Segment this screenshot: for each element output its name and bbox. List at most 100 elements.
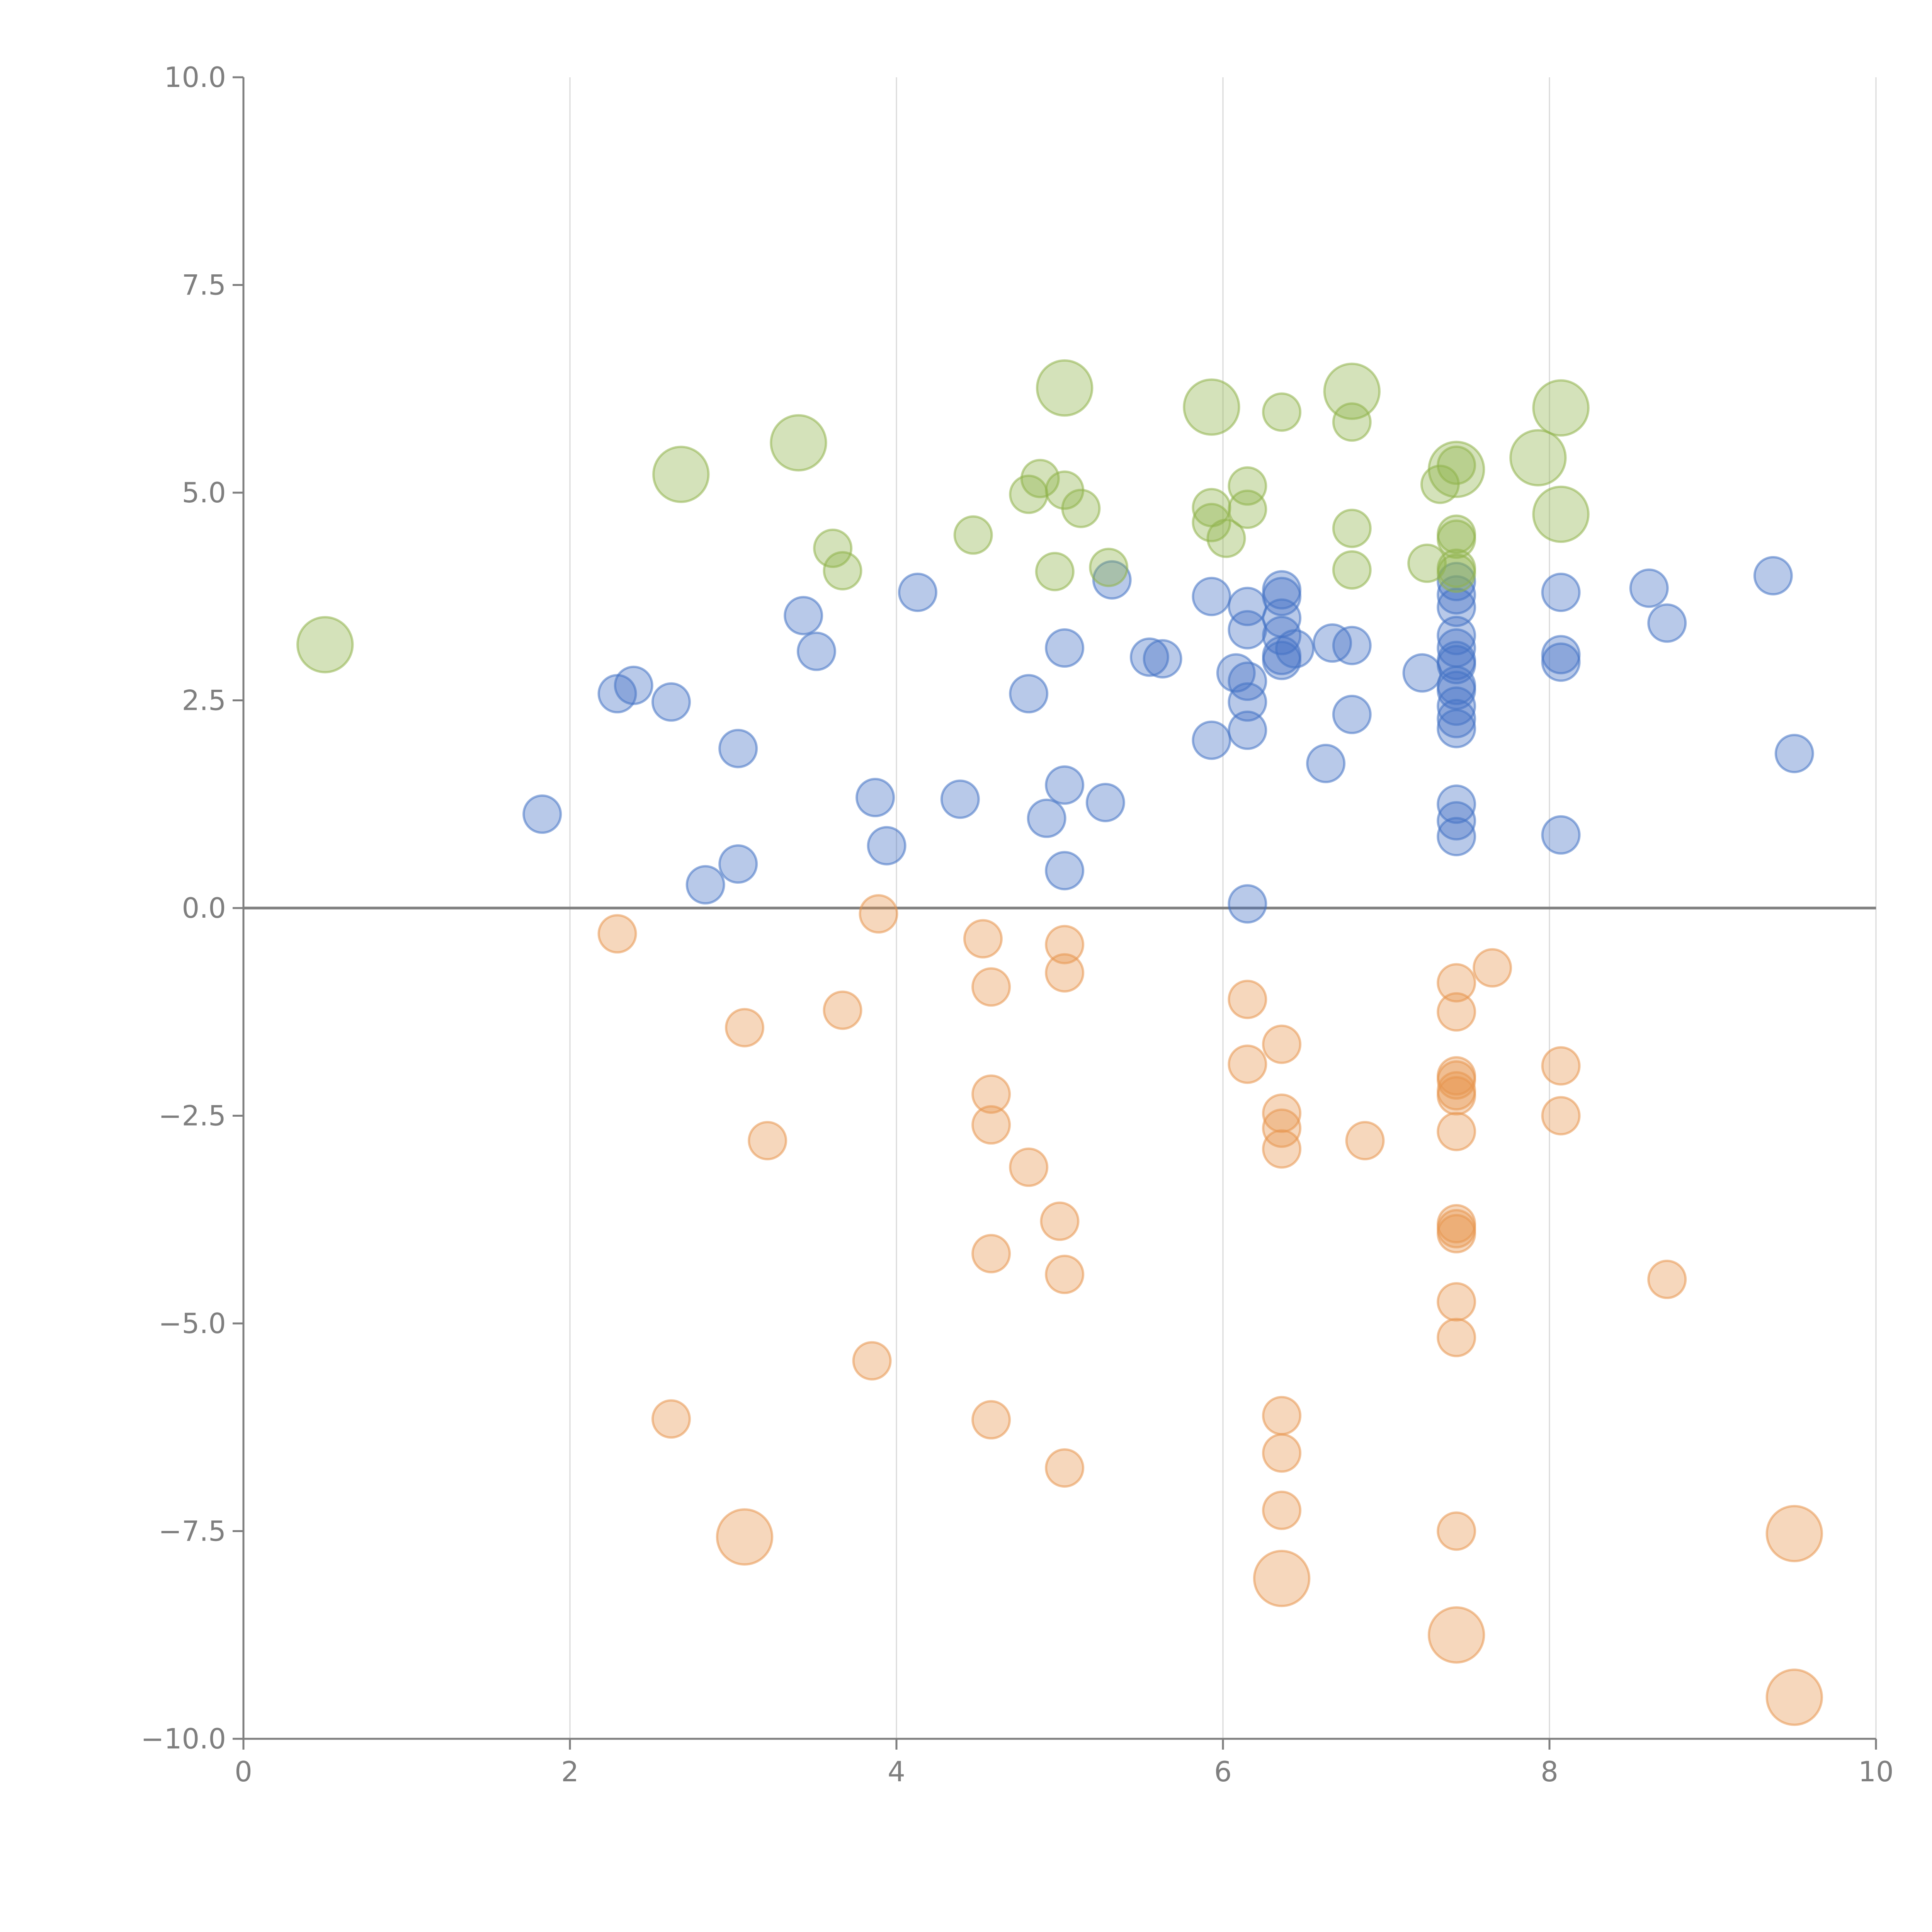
blue-point-54 xyxy=(1437,709,1476,748)
green-point-29 xyxy=(1437,519,1476,559)
blue-point-6 xyxy=(718,844,758,884)
orange-point-27 xyxy=(1262,1433,1302,1473)
orange-point-49 xyxy=(1765,1505,1823,1563)
orange-point-22 xyxy=(1262,1024,1302,1064)
blue-point-18 xyxy=(1085,782,1125,822)
green-point-18 xyxy=(1228,490,1267,529)
green-point-7 xyxy=(1020,459,1060,498)
blue-point-27 xyxy=(1228,662,1267,701)
orange-point-13 xyxy=(971,1400,1011,1440)
green-point-2 xyxy=(770,414,827,472)
y-tick-label: −10.0 xyxy=(141,1723,226,1755)
blue-point-26 xyxy=(1228,610,1267,650)
blue-point-21 xyxy=(1143,639,1182,679)
orange-point-24 xyxy=(1262,1108,1302,1148)
y-tick-label: 2.5 xyxy=(182,684,226,717)
blue-point-11 xyxy=(898,573,937,612)
x-tick-label: 8 xyxy=(1541,1755,1558,1788)
blue-point-10 xyxy=(867,826,906,866)
orange-point-18 xyxy=(1045,1255,1085,1294)
y-tick-label: −2.5 xyxy=(158,1100,226,1132)
blue-point-40 xyxy=(1332,626,1372,665)
blue-point-37 xyxy=(1275,629,1315,669)
green-point-0 xyxy=(296,616,354,673)
orange-point-16 xyxy=(1045,925,1085,964)
green-point-15 xyxy=(1192,503,1231,543)
orange-point-36 xyxy=(1437,1076,1476,1116)
orange-point-47 xyxy=(1541,1096,1581,1136)
orange-point-5 xyxy=(823,990,862,1030)
blue-point-14 xyxy=(1027,798,1066,838)
y-tick-label: −7.5 xyxy=(158,1515,226,1548)
blue-point-7 xyxy=(784,596,823,636)
green-point-33 xyxy=(1532,379,1590,437)
orange-point-40 xyxy=(1437,1214,1476,1253)
blue-point-42 xyxy=(1402,653,1442,693)
x-tick-label: 4 xyxy=(888,1755,905,1788)
orange-point-25 xyxy=(1262,1129,1302,1169)
orange-point-37 xyxy=(1437,1112,1476,1151)
orange-point-28 xyxy=(1262,1490,1302,1530)
blue-point-32 xyxy=(1262,577,1302,616)
x-tick-label: 0 xyxy=(235,1755,252,1788)
orange-point-14 xyxy=(1009,1147,1049,1187)
blue-point-19 xyxy=(1092,560,1132,600)
orange-point-32 xyxy=(1437,992,1476,1032)
blue-point-4 xyxy=(685,865,725,905)
blue-point-16 xyxy=(1045,765,1085,805)
orange-point-42 xyxy=(1437,1318,1476,1357)
blue-point-13 xyxy=(1009,674,1049,714)
orange-point-21 xyxy=(1228,1044,1267,1084)
blue-point-38 xyxy=(1306,743,1346,783)
blue-point-57 xyxy=(1437,817,1476,857)
y-tick-label: −5.0 xyxy=(158,1307,226,1340)
orange-point-44 xyxy=(1427,1606,1485,1664)
blue-point-22 xyxy=(1192,577,1231,616)
orange-point-41 xyxy=(1437,1282,1476,1322)
y-tick-label: 7.5 xyxy=(182,269,226,301)
blue-point-61 xyxy=(1541,815,1581,855)
blue-point-0 xyxy=(522,794,562,834)
blue-point-12 xyxy=(940,779,980,819)
blue-point-28 xyxy=(1228,682,1267,722)
green-point-9 xyxy=(1036,359,1094,417)
orange-point-29 xyxy=(1253,1549,1311,1607)
green-point-13 xyxy=(1183,378,1240,436)
blue-point-5 xyxy=(718,729,758,769)
x-tick-label: 6 xyxy=(1214,1755,1232,1788)
orange-point-43 xyxy=(1437,1511,1476,1551)
axes: −10.0 −7.5 −5.0 −2.5 0.0 2.5 5.0 7.5 10.0 0 2 4 6 8 10 xyxy=(141,61,1893,1788)
orange-point-30 xyxy=(1345,1121,1385,1160)
blue-point-39 xyxy=(1313,623,1352,663)
orange-point-17 xyxy=(1045,953,1085,993)
green-point-3 xyxy=(813,529,853,568)
orange-point-34 xyxy=(1437,1060,1476,1100)
orange-point-11 xyxy=(971,1105,1011,1145)
green-point-24 xyxy=(1407,543,1447,583)
green-point-17 xyxy=(1228,466,1267,506)
x-tick-label: 10 xyxy=(1858,1755,1894,1788)
green-point-19 xyxy=(1262,392,1302,432)
blue-point-17 xyxy=(1045,851,1085,891)
orange-point-31 xyxy=(1437,963,1476,1003)
green-point-11 xyxy=(1061,488,1101,528)
orange-point-2 xyxy=(716,1508,774,1566)
green-point-20 xyxy=(1323,362,1381,420)
y-tick-label: 10.0 xyxy=(164,61,226,94)
orange-point-10 xyxy=(971,1074,1011,1114)
data-points xyxy=(296,359,1823,1726)
orange-point-45 xyxy=(1473,948,1512,988)
orange-point-48 xyxy=(1647,1260,1687,1299)
orange-point-6 xyxy=(852,1341,892,1381)
blue-point-52 xyxy=(1437,686,1476,726)
blue-point-23 xyxy=(1192,720,1231,760)
blue-point-8 xyxy=(796,631,836,671)
y-tick-label: 0.0 xyxy=(182,892,226,924)
blue-point-3 xyxy=(651,682,691,722)
green-point-31 xyxy=(1437,553,1476,593)
green-point-8 xyxy=(1035,552,1075,592)
blue-point-53 xyxy=(1437,699,1476,738)
blue-point-63 xyxy=(1647,603,1687,643)
orange-point-7 xyxy=(859,894,898,934)
blue-point-65 xyxy=(1774,734,1814,774)
